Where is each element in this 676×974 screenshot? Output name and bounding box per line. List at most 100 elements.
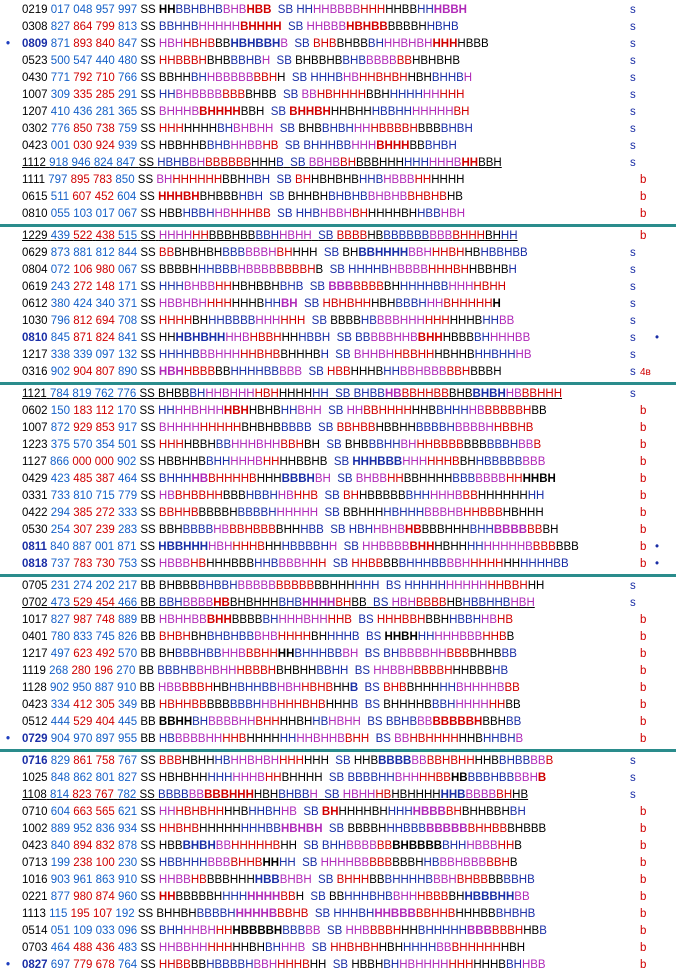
row-number: 183 bbox=[73, 405, 93, 417]
row-content: 1017 827 987 748 889 BB HBHHBBBHHBBBBBHH… bbox=[22, 612, 513, 629]
code-b: SB bbox=[294, 38, 310, 50]
table-row: 0308 827 864 799 813 SS BBHHBHHHHHBHHHH … bbox=[0, 19, 676, 36]
sequence-a: BHHHHBBHHHHBHHHBBBHBH bbox=[158, 473, 331, 485]
row-number: 827 bbox=[117, 772, 138, 784]
row-number: 385 bbox=[73, 507, 93, 519]
sequence-a: HBBBBBHHHHBHHHHHHHHBHHBBHH bbox=[158, 733, 370, 745]
row-date: 0316 bbox=[22, 366, 48, 378]
row-number: 764 bbox=[117, 959, 138, 971]
table-row: 0316 902 904 807 890 SS HBHHBBBBBHHHHBBB… bbox=[0, 364, 676, 381]
sequence-b: BBHBBHBBBHHHHHHHHHBHHBBH bbox=[308, 157, 502, 169]
row-number: 067 bbox=[117, 264, 138, 276]
row-number: 294 bbox=[50, 507, 70, 519]
row-number: 861 bbox=[73, 755, 93, 767]
row-number: 100 bbox=[95, 857, 115, 869]
row-number: 338 bbox=[50, 349, 70, 361]
code-a: SS bbox=[140, 840, 156, 852]
sequence-a: HBBHHHBBBBHHBHHHH bbox=[158, 857, 296, 869]
code-b: SB bbox=[318, 422, 334, 434]
row-content: 1229 439 522 438 515 SS HHHHHHBBBHBBBBHH… bbox=[22, 228, 518, 245]
table-row: 1111 797 895 783 850 SS BHHHHHHHBBHHBH S… bbox=[0, 172, 676, 189]
row-number: 753 bbox=[117, 558, 138, 570]
row-content: 0219 017 048 957 997 SS HHBBHBHBBHBHBB S… bbox=[22, 2, 467, 19]
row-number: 529 bbox=[73, 716, 93, 728]
row-number: 946 bbox=[71, 157, 91, 169]
code-a: SS bbox=[140, 439, 156, 451]
row-number: 939 bbox=[117, 140, 138, 152]
row-tag: s bbox=[630, 123, 636, 135]
code-a: SS bbox=[140, 891, 156, 903]
row-number: 272 bbox=[73, 281, 93, 293]
row-tag: s bbox=[630, 388, 636, 400]
sequence-b: BHHHBBBHHHHBBBHBHBBBBBBHB bbox=[336, 874, 535, 886]
row-tag: s bbox=[630, 315, 636, 327]
row-number: 779 bbox=[73, 959, 93, 971]
code-b: BS bbox=[364, 682, 380, 694]
code-b: SB bbox=[343, 541, 359, 553]
table-row: 1007 309 335 285 291 SS HHBHBBBBBBBBHBB … bbox=[0, 87, 676, 104]
row-number: 710 bbox=[95, 72, 115, 84]
sequence-b: HHBHBBHBHHHHHBHHBBHBH bbox=[295, 208, 466, 220]
table-row: 0716 829 861 758 767 SS BBBHBHHHBHHBHBHH… bbox=[0, 753, 676, 770]
code-a: SS bbox=[140, 140, 156, 152]
code-b: SB bbox=[324, 507, 340, 519]
row-content: 0619 243 272 148 171 SS HHHBHBBHHHBHBBHB… bbox=[22, 279, 506, 296]
row-tag: b bbox=[640, 191, 647, 203]
row-tag: b bbox=[640, 840, 647, 852]
table-row: 0221 877 980 874 960 SS HHBBBBBHHHHHHHHB… bbox=[0, 889, 676, 906]
row-number: 776 bbox=[50, 123, 70, 135]
row-content: 1217 338 339 097 132 SS HHHHBBBHHHHHBHBB… bbox=[22, 347, 532, 364]
row-number: 715 bbox=[95, 490, 115, 502]
row-number: 894 bbox=[73, 840, 93, 852]
row-tag: b bbox=[640, 874, 647, 886]
row-date: 0514 bbox=[22, 925, 48, 937]
row-number: 827 bbox=[50, 21, 70, 33]
row-content: 1002 889 952 836 934 SS HHBHBHHHHHHHHBBH… bbox=[22, 821, 546, 838]
row-number: 678 bbox=[95, 959, 115, 971]
sequence-a: HHHBHBHHHHBHHBHHB bbox=[158, 806, 297, 818]
row-number: 871 bbox=[50, 38, 70, 50]
row-date: 1223 bbox=[22, 439, 48, 451]
row-date: 0810 bbox=[22, 208, 48, 220]
row-number: 957 bbox=[95, 4, 115, 16]
row-tag: b bbox=[640, 682, 647, 694]
sequence-b: BBHBHHHHHHBHHBHB bbox=[394, 733, 524, 745]
row-tag: s bbox=[630, 789, 636, 801]
table-row: 0530 254 307 239 283 SS BBHBBBBHBBBHBBBB… bbox=[0, 522, 676, 539]
row-content: 1207 410 436 281 365 SS BHHHBBHHHHBBH SB… bbox=[22, 104, 470, 121]
row-number: 333 bbox=[117, 507, 138, 519]
code-b: SB bbox=[333, 456, 350, 468]
row-number: 511 bbox=[50, 191, 70, 203]
row-date: 0429 bbox=[22, 473, 48, 485]
code-a: BB bbox=[138, 665, 154, 677]
row-number: 217 bbox=[117, 580, 138, 592]
sequence-b: BHHBHBHBHHBHBBBHHHHHH bbox=[295, 174, 465, 186]
row-number: 547 bbox=[73, 55, 93, 67]
row-date: 0423 bbox=[22, 140, 48, 152]
code-a: BB bbox=[140, 648, 156, 660]
table-row: 1113 115 195 107 192 SS BHHBHBBBBHHHHHBB… bbox=[0, 906, 676, 923]
row-tag: s bbox=[630, 106, 636, 118]
row-tag: b bbox=[640, 456, 647, 468]
sequence-a: HHHHBHHHBBBBHHHHHH bbox=[158, 315, 306, 327]
table-row: 1207 410 436 281 365 SS BHHHBBHHHHBBH SB… bbox=[0, 104, 676, 121]
row-number: 112 bbox=[95, 405, 114, 417]
code-b: SB bbox=[269, 191, 285, 203]
row-content: 1025 848 862 801 827 SS HBHBHHHHHHHHBHHB… bbox=[22, 770, 546, 787]
row-number: 305 bbox=[95, 699, 115, 711]
row-tag: s bbox=[630, 21, 636, 33]
sequence-b: BHBBBBHHBBBBHHBBB bbox=[383, 648, 517, 660]
code-b: SB bbox=[308, 366, 324, 378]
row-number: 874 bbox=[95, 891, 115, 903]
row-number: 814 bbox=[49, 789, 70, 801]
row-date: 0422 bbox=[22, 507, 48, 519]
table-row: 0422 294 385 272 333 SS BBHHBBBBBHBBBBHH… bbox=[0, 505, 676, 522]
row-tag: b bbox=[640, 422, 647, 434]
code-a: SS bbox=[137, 908, 154, 920]
row-tag: b bbox=[640, 473, 647, 485]
row-content: 0423 334 412 305 349 BB HBHHBBBBBBBBHHBH… bbox=[22, 697, 521, 714]
row-content: 0702 473 529 454 466 BB BBHBBBBHBBHBHHHB… bbox=[22, 595, 535, 612]
table-row: 0430 771 792 710 766 SS BBHHBHHBBBBBBBHH… bbox=[0, 70, 676, 87]
row-content: 0713 199 238 100 230 SS HBBHHHBBBBHHBHHH… bbox=[22, 855, 518, 872]
row-content: 0316 902 904 807 890 SS HBHHBBBBBHHHHBBB… bbox=[22, 364, 502, 381]
